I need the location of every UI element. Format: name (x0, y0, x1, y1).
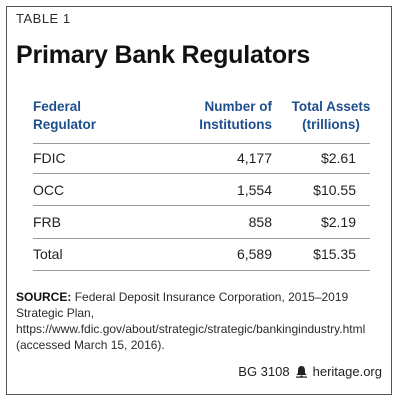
table-frame (6, 6, 392, 395)
table-cell-institutions: 4,177 (236, 150, 272, 166)
table-label: TABLE 1 (16, 11, 71, 26)
table-cell-institutions: 6,589 (236, 246, 272, 262)
table-cell-regulator: OCC (33, 182, 65, 198)
report-code: BG 3108 (238, 364, 290, 379)
source-label: SOURCE: (16, 290, 72, 304)
table-cell-assets: $10.55 (313, 182, 356, 198)
site-name: heritage.org (312, 364, 382, 379)
row-divider (33, 205, 370, 206)
column-header-line: Number of (204, 99, 273, 114)
table-cell-regulator: FRB (33, 214, 61, 230)
table-cell-institutions: 858 (248, 214, 272, 230)
row-divider (33, 173, 370, 174)
column-header-line: Institutions (199, 117, 272, 132)
table-cell-regulator: FDIC (33, 150, 66, 166)
table-bottom-rule (33, 270, 370, 271)
column-header-federal-regulator: Federal Regulator (33, 98, 96, 134)
column-header-total-assets: Total Assets (trillions) (290, 98, 372, 134)
footer: BG 3108 heritage.org (238, 364, 382, 379)
table-cell-assets: $2.19 (320, 214, 356, 230)
column-header-line: (trillions) (302, 117, 360, 132)
row-divider (33, 238, 370, 239)
column-header-number-of-institutions: Number of Institutions (199, 98, 272, 134)
table-cell-institutions: 1,554 (236, 182, 272, 198)
header-divider (33, 143, 370, 144)
column-header-line: Federal (33, 99, 82, 114)
table-cell-regulator: Total (33, 246, 63, 262)
source-note: SOURCE: Federal Deposit Insurance Corpor… (16, 289, 382, 353)
heritage-bell-icon (295, 365, 308, 378)
table-title: Primary Bank Regulators (16, 41, 311, 69)
source-text: Federal Deposit Insurance Corporation, 2… (16, 290, 366, 352)
column-header-line: Regulator (33, 117, 97, 132)
table-cell-assets: $2.61 (320, 150, 356, 166)
column-header-line: Total Assets (291, 99, 371, 114)
table-cell-assets: $15.35 (313, 246, 356, 262)
